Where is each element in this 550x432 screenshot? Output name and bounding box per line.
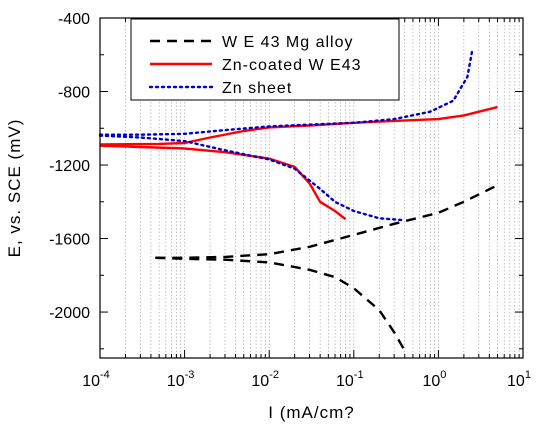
x-axis-label: I (mA/cm? [268,403,354,422]
y-tick-label: -1600 [49,232,90,249]
series-line-3-branch-1 [98,49,474,136]
y-tick-label: -800 [58,85,90,102]
x-tick-label: 10-2 [251,369,279,390]
x-tick-label: 101 [507,369,531,390]
y-axis-label: E, vs. SCE (mV) [5,119,24,258]
x-tick-label: 10-1 [336,369,364,390]
legend-label: Zn-coated W E43 [222,57,362,74]
y-tick-label: -2000 [49,305,90,322]
legend: W E 43 Mg alloy Zn-coated W E43 Zn sheet [130,18,400,101]
series-line-1-branch-1 [155,184,499,259]
series-line-3-branch-2 [98,134,406,222]
legend-label: Zn sheet [222,80,292,97]
legend-label: W E 43 Mg alloy [222,34,353,51]
y-tick-label: -400 [58,11,90,28]
x-tick-label: 10-3 [167,369,195,390]
series-line-1-branch-2 [155,256,406,352]
axis-ticks: 10-4 10-3 10-2 10-1 100 101 -400 -800 -1200 -1600… [49,11,531,390]
y-tick-label: -1200 [49,158,90,175]
series-line-2-branch-2 [99,144,347,221]
x-tick-label: 10-4 [82,369,110,390]
x-tick-label: 100 [422,369,446,390]
series-lines [98,49,499,352]
series-line-2-branch-1 [99,105,498,146]
plot-frame [99,17,524,359]
